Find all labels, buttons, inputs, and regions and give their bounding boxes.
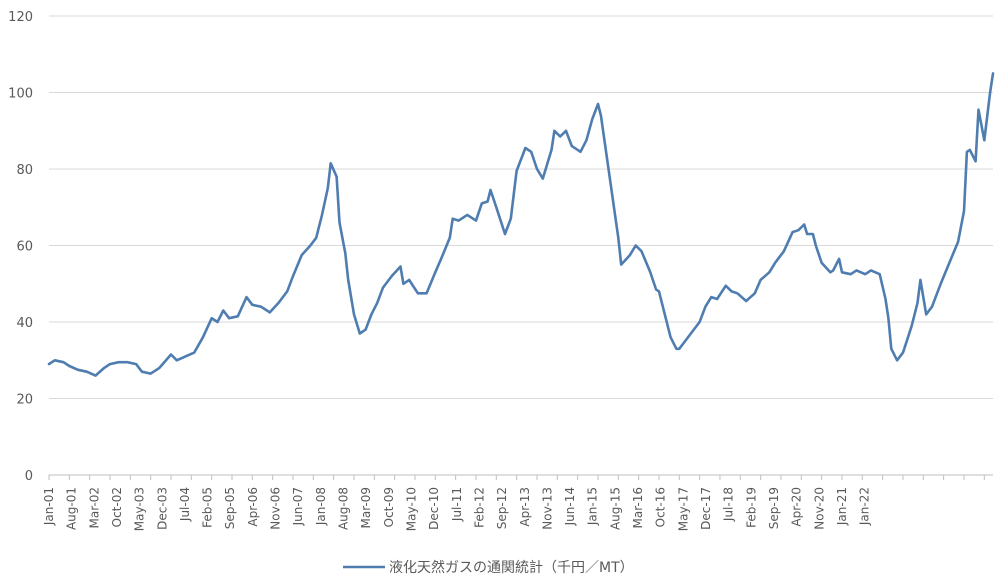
- y-tick-label: 100: [8, 87, 33, 102]
- legend-label: 液化天然ガスの通関統計（千円／MT）: [389, 559, 634, 576]
- x-tick-label: Jan-15: [586, 487, 600, 526]
- x-tick-label: May-17: [676, 487, 690, 531]
- x-tick-label: Jun-14: [563, 487, 577, 526]
- x-tick-label: Jan-08: [314, 487, 328, 526]
- y-tick-label: 20: [16, 393, 33, 408]
- x-tick-label: May-10: [404, 487, 418, 531]
- gridlines: [49, 15, 993, 399]
- x-tick-label: Aug-15: [608, 487, 622, 530]
- x-tick-label: Oct-16: [654, 487, 668, 527]
- x-tick-label: Mar-09: [359, 487, 373, 528]
- x-tick-label: Jul-04: [178, 487, 192, 522]
- y-tick-label: 80: [16, 163, 33, 178]
- legend: 液化天然ガスの通関統計（千円／MT）: [343, 559, 634, 576]
- y-tick-label: 60: [16, 240, 33, 255]
- x-tick-label: Sep-05: [223, 487, 237, 529]
- series-line-0: [47, 72, 995, 377]
- y-tick-label: 120: [8, 10, 33, 25]
- x-tick-label: Jan-22: [858, 487, 872, 526]
- x-tick-label: Nov-06: [269, 487, 283, 530]
- x-tick-label: Jul-11: [450, 487, 464, 522]
- x-tick-label: Jan-01: [42, 487, 56, 526]
- x-tick-label: Jun-07: [291, 487, 305, 526]
- x-tick-label: Apr-06: [246, 487, 260, 527]
- x-tick-label: Apr-13: [518, 487, 532, 527]
- x-tick-label: Sep-19: [767, 487, 781, 529]
- y-tick-label: 40: [16, 316, 33, 331]
- x-tick-label: Nov-13: [540, 487, 554, 530]
- x-tick-label: Feb-05: [201, 487, 215, 528]
- x-tick-label: Dec-10: [427, 487, 441, 530]
- x-tick-label: Sep-12: [495, 487, 509, 529]
- y-tick-label: 0: [25, 469, 33, 484]
- x-tick-label: Mar-16: [631, 487, 645, 528]
- x-tick-label: Feb-19: [744, 487, 758, 528]
- x-tick-label: Oct-02: [110, 487, 124, 527]
- x-tick-label: Aug-01: [65, 487, 79, 530]
- x-tick-label: Oct-09: [382, 487, 396, 527]
- x-tick-label: Nov-20: [812, 487, 826, 530]
- x-tick-label: Jul-18: [722, 487, 736, 522]
- x-tick-label: May-03: [133, 487, 147, 531]
- x-axis: Jan-01 Aug-01 Mar-02 Oct-02 May-03 Dec-03 Jul-…: [42, 474, 993, 531]
- x-tick-label: Dec-17: [699, 487, 713, 530]
- x-tick-label: Feb-12: [472, 487, 486, 528]
- x-tick-label: Aug-08: [337, 487, 351, 530]
- x-tick-label: Mar-02: [87, 487, 101, 528]
- x-tick-label: Apr-20: [790, 487, 804, 527]
- x-tick-label: Dec-03: [155, 487, 169, 530]
- series-layer: [47, 72, 995, 377]
- x-tick-label: Jan-21: [835, 487, 849, 526]
- y-axis: 0 20 40 60 80 100 120: [8, 10, 33, 484]
